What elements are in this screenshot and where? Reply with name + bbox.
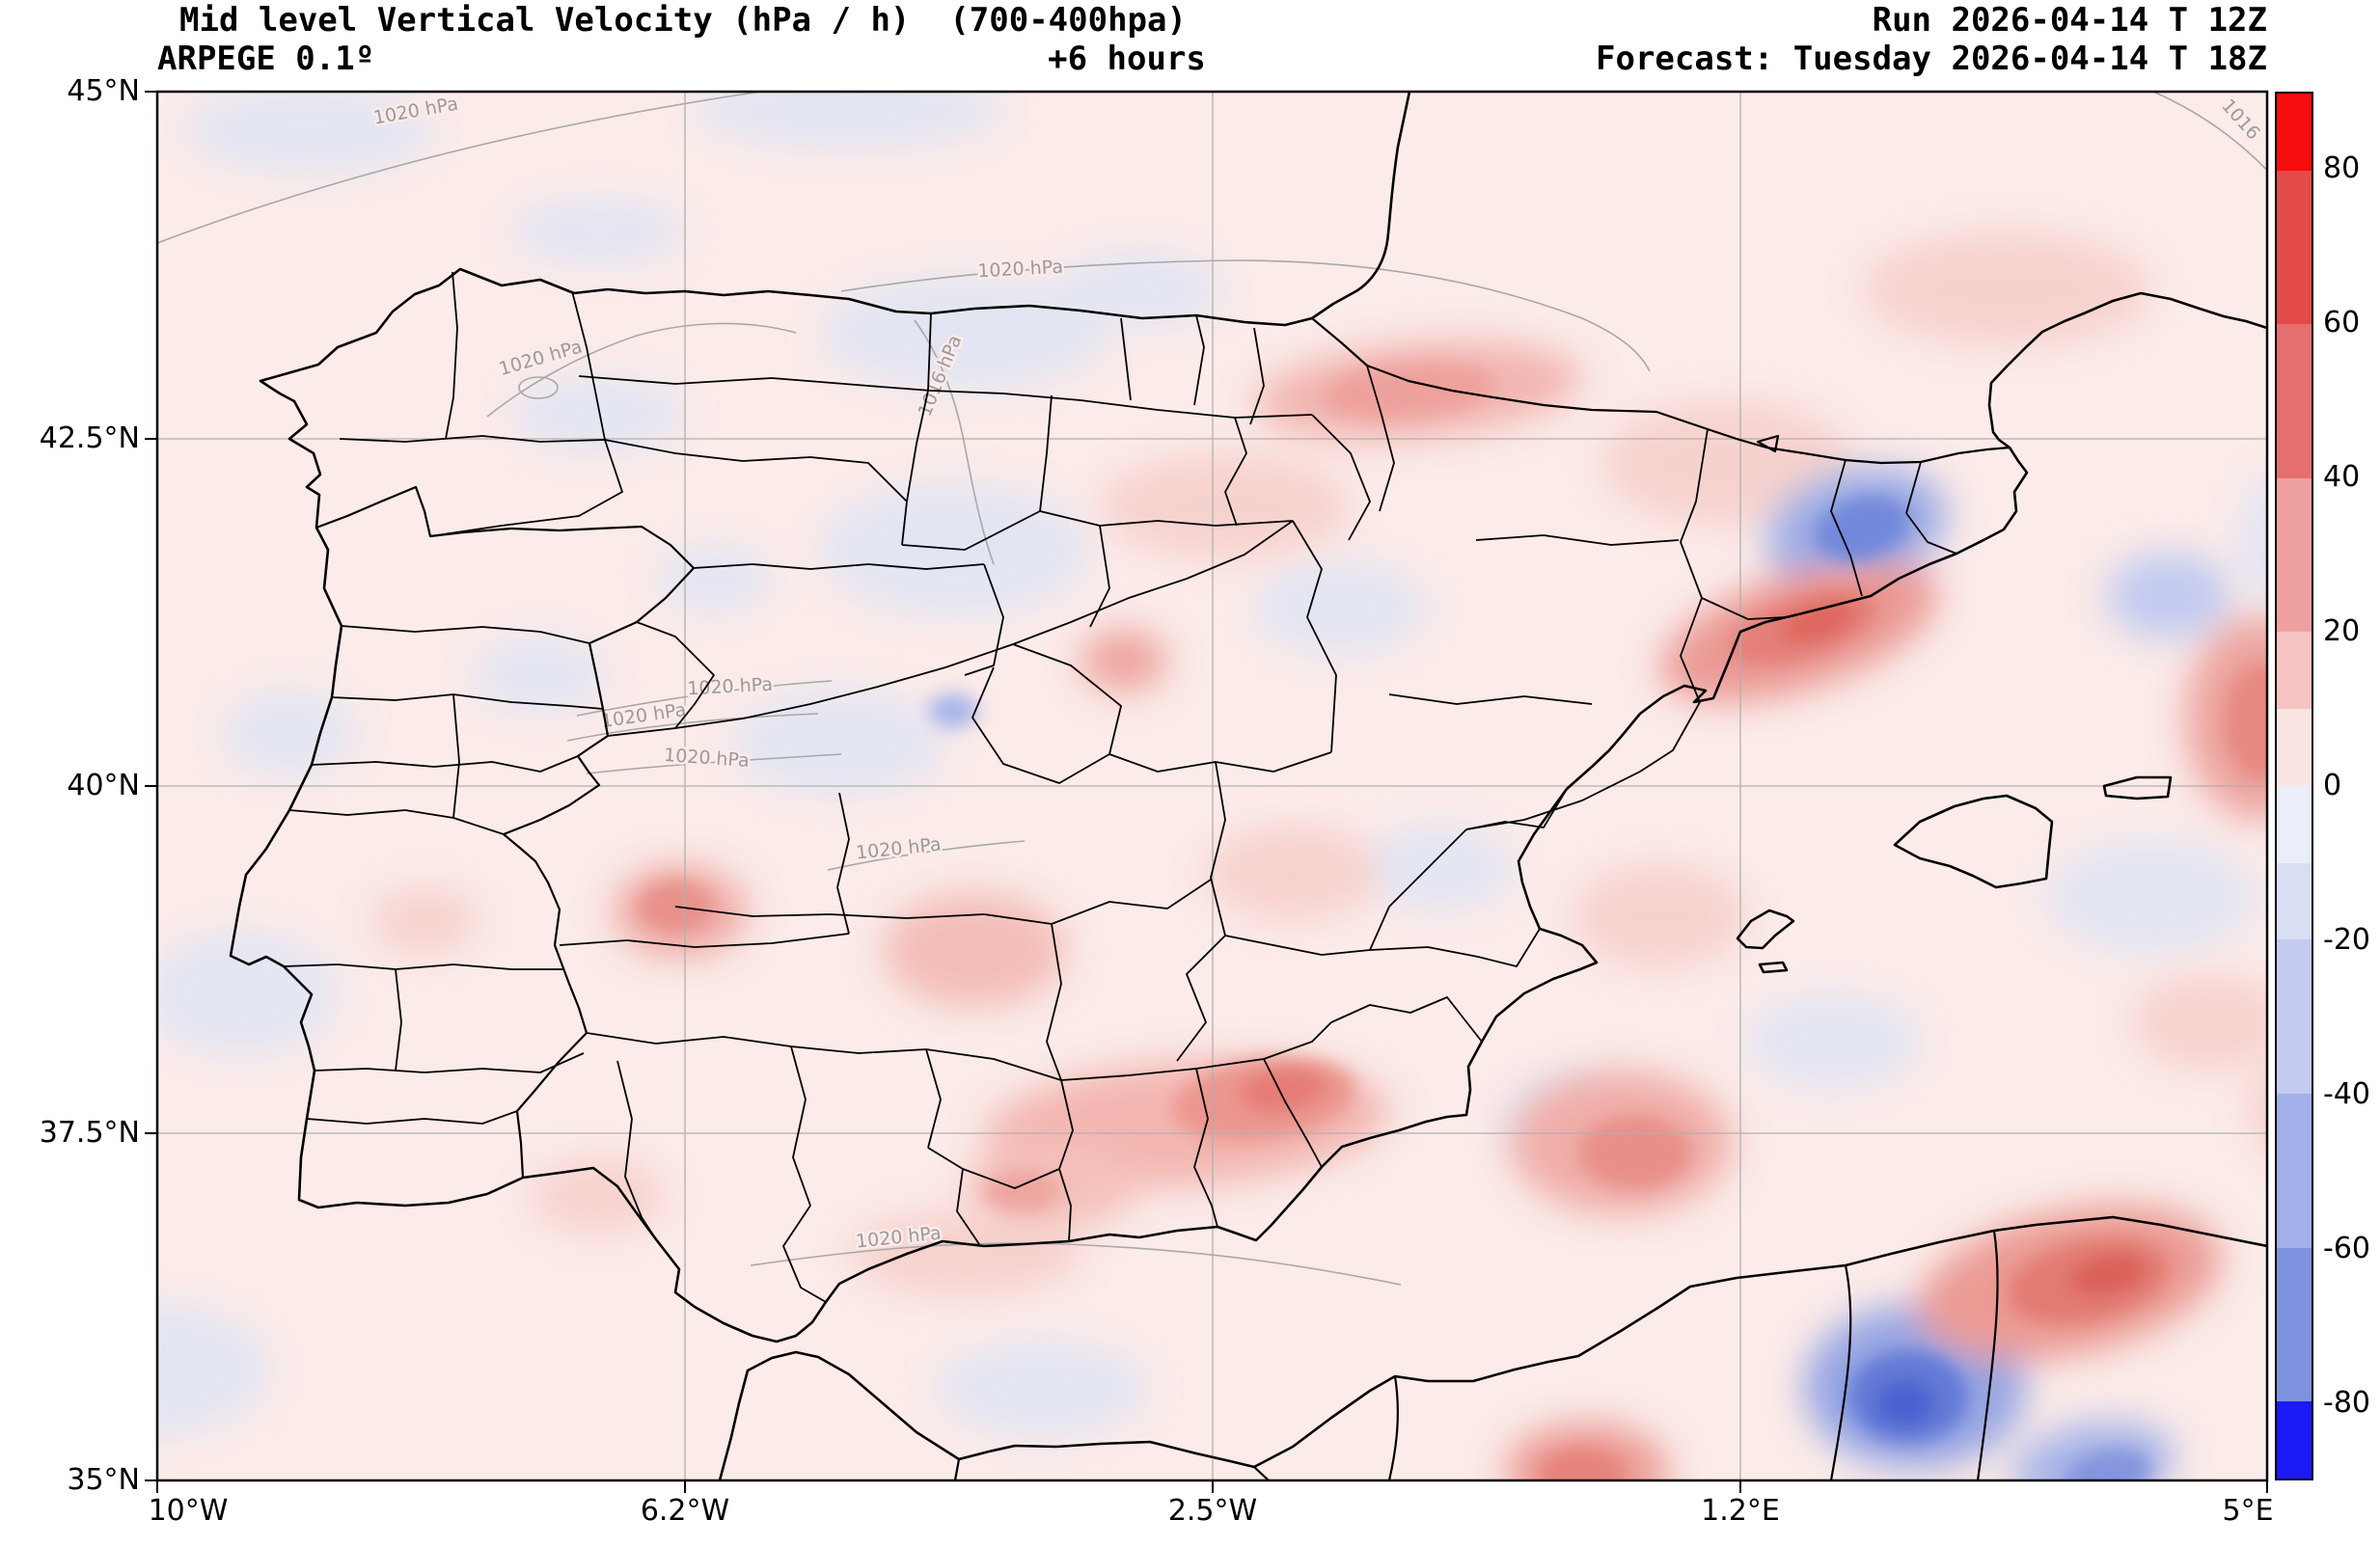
africa-coast xyxy=(718,1215,2267,1480)
chart-model-label: ARPEGE 0.1º xyxy=(157,40,375,78)
africa-borders xyxy=(953,1230,1999,1480)
coastline xyxy=(229,92,2267,1480)
colorbar-tick-label: 80 xyxy=(2323,150,2361,185)
colorbar-segment xyxy=(2277,709,2312,786)
chart-forecast-info: Forecast: Tuesday 2026-04-14 T 18Z xyxy=(1596,40,2267,78)
chart-title: Mid level Vertical Velocity (hPa / h) (7… xyxy=(179,1,1187,40)
formentera-island xyxy=(1758,961,1789,974)
colorbar-segment xyxy=(2277,324,2312,478)
y-tick-label: 35°N xyxy=(67,1463,140,1497)
isobar-label: 1020 hPa xyxy=(977,257,1064,283)
iberia-france-coast xyxy=(229,92,2267,1343)
x-tick-label: 2.5°W xyxy=(1167,1494,1258,1528)
velocity-shading xyxy=(157,92,2267,1480)
portugal-spain-border xyxy=(315,485,696,1179)
colorbar-tick-label: -20 xyxy=(2323,923,2370,957)
colorbar-ticks: 80 60 40 20 0 -20 -40 -60 -80 xyxy=(2323,92,2380,1480)
colorbar-tick-label: 60 xyxy=(2323,306,2361,339)
colorbar-tick-label: 20 xyxy=(2323,614,2361,648)
colorbar-tick-label: -60 xyxy=(2323,1232,2370,1265)
x-tick-label: 10°W xyxy=(148,1494,229,1528)
colorbar-segment xyxy=(2277,1247,2312,1402)
province-borders xyxy=(283,271,1957,1303)
colorbar-segment xyxy=(2277,170,2312,325)
mallorca-island xyxy=(1893,794,2054,889)
colorbar-segment xyxy=(2277,632,2312,710)
colorbar-segment xyxy=(2277,477,2312,633)
andorra-border xyxy=(1756,434,1780,453)
y-tick-label: 42.5°N xyxy=(39,421,140,455)
colorbar-segment xyxy=(2277,862,2312,940)
axis-tick-marks xyxy=(145,91,2268,1493)
x-tick-label: 6.2°W xyxy=(640,1494,730,1528)
colorbar-segment xyxy=(2277,94,2312,171)
colorbar-segment xyxy=(2277,1401,2312,1479)
colorbar-tick-label: 0 xyxy=(2323,769,2342,802)
menorca-island xyxy=(2102,775,2173,801)
chart-lead-time: +6 hours xyxy=(1048,40,1206,78)
plot-frame xyxy=(155,90,2269,1482)
colorbar-segment xyxy=(2277,939,2312,1095)
chart-run-info: Run 2026-04-14 T 12Z xyxy=(1872,1,2267,40)
x-tick-label: 5°E xyxy=(2222,1494,2274,1528)
colorbar-gradient xyxy=(2275,92,2313,1480)
y-tick-label: 40°N xyxy=(67,769,140,802)
colorbar-segment xyxy=(2277,785,2312,863)
y-tick-label: 45°N xyxy=(67,74,140,108)
colorbar-tick-label: -80 xyxy=(2323,1386,2370,1420)
colorbar-tick-label: 40 xyxy=(2323,460,2361,494)
y-tick-label: 37.5°N xyxy=(39,1116,140,1150)
colorbar-segment xyxy=(2277,1094,2312,1248)
colorbar-tick-label: -40 xyxy=(2323,1077,2370,1111)
ibiza-island xyxy=(1736,909,1795,950)
x-tick-label: 1.2°E xyxy=(1701,1494,1780,1528)
